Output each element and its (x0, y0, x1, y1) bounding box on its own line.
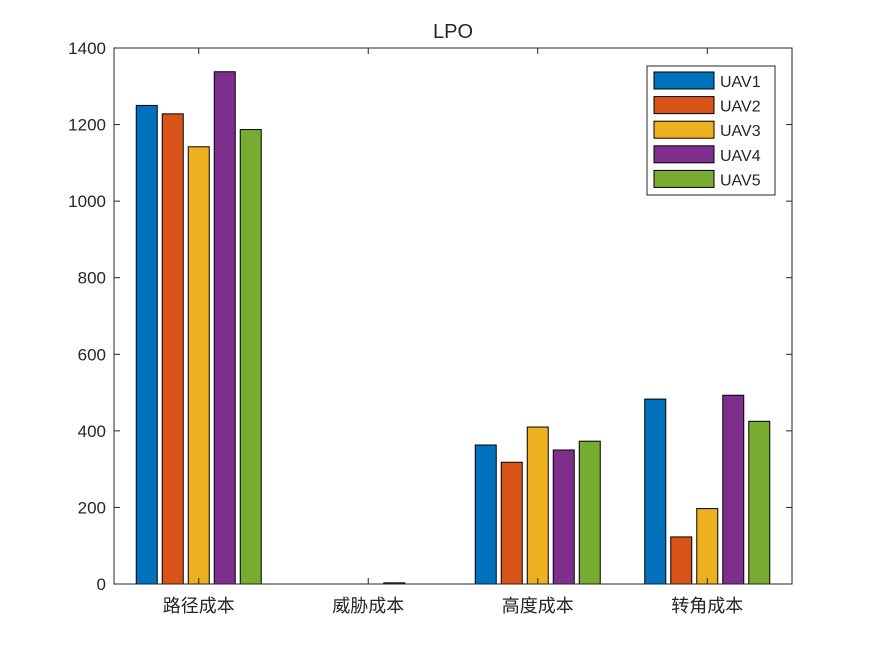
bar-uav3-cat-3 (696, 508, 719, 585)
legend-label-uav5: UAV5 (720, 172, 761, 189)
bar-uav1-cat-3 (644, 398, 667, 585)
bar-uav1-cat-2 (474, 444, 497, 585)
y-tick-label-4: 800 (78, 269, 106, 288)
legend-swatch-uav5 (653, 169, 715, 188)
bar-uav2-cat-0 (161, 113, 184, 585)
y-tick-label-6: 1200 (68, 116, 106, 135)
legend-swatch-uav1 (653, 71, 715, 90)
legend-swatch-uav4 (653, 145, 715, 164)
legend-swatch-uav3 (653, 120, 715, 139)
x-tick-label-3: 转角成本 (671, 596, 743, 617)
x-tick-label-2: 高度成本 (502, 596, 574, 617)
bars-layer (135, 71, 771, 585)
bar-uav4-cat-3 (722, 394, 745, 585)
y-tick-label-0: 0 (97, 575, 106, 594)
y-tick-label-1: 200 (78, 498, 106, 517)
bar-uav1-cat-0 (135, 104, 158, 585)
bar-uav5-cat-3 (748, 420, 771, 585)
chart-title: LPO (433, 21, 473, 43)
bar-uav5-cat-0 (239, 129, 262, 585)
y-tick-label-3: 600 (78, 345, 106, 364)
y-tick-label-2: 400 (78, 422, 106, 441)
bar-uav3-cat-0 (187, 146, 210, 585)
y-tick-label-7: 1400 (68, 39, 106, 58)
axes-layer: 0 200 400 600 800 1000 1200 1400 路径成本 威胁成本 高度成本 转角成… (68, 39, 793, 617)
x-tick-label-1: 威胁成本 (332, 596, 404, 617)
legend-swatch-uav2 (653, 96, 715, 115)
legend-label-uav3: UAV3 (720, 123, 761, 140)
legend: UAV1 UAV2 UAV3 UAV4 UAV5 (646, 65, 776, 196)
legend-label-uav2: UAV2 (720, 99, 761, 116)
bar-uav3-cat-2 (526, 426, 549, 585)
axes-box (113, 47, 793, 585)
y-tick-label-5: 1000 (68, 192, 106, 211)
bar-uav2-cat-3 (670, 536, 693, 585)
legend-label-uav1: UAV1 (720, 74, 761, 91)
bar-uav5-cat-2 (578, 440, 601, 585)
legend-label-uav4: UAV4 (720, 148, 761, 165)
bar-uav4-cat-0 (213, 71, 236, 585)
bar-uav2-cat-2 (500, 461, 523, 585)
bar-uav4-cat-2 (552, 449, 575, 585)
x-tick-label-0: 路径成本 (163, 596, 235, 617)
